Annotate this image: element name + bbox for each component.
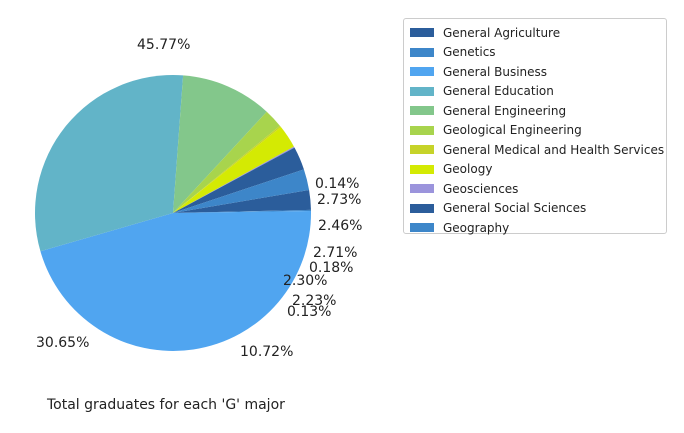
legend-label: Geological Engineering — [443, 123, 582, 138]
legend-item: General Social Sciences — [410, 199, 666, 219]
legend-label: Geosciences — [443, 181, 519, 196]
legend-swatch — [410, 106, 434, 116]
pie-slice-genetics — [173, 209, 311, 213]
pct-label: 2.30% — [283, 273, 327, 289]
legend-label: General Engineering — [443, 103, 567, 118]
legend-swatch — [410, 47, 434, 57]
legend-label: General Medical and Health Services — [443, 142, 665, 157]
pie-slice-geological-engineering — [173, 111, 280, 213]
legend-item: General Medical and Health Services — [410, 140, 666, 160]
pct-label: 45.77% — [137, 37, 190, 53]
legend-item: Geography — [410, 218, 666, 238]
pie-slice-general-engineering — [173, 75, 267, 213]
pct-label: 0.14% — [315, 176, 359, 192]
legend-swatch — [410, 28, 434, 38]
legend-swatch — [410, 125, 434, 135]
pie-slice-general-agriculture — [173, 190, 311, 213]
legend-swatch — [410, 145, 434, 155]
legend-label: General Social Sciences — [443, 201, 587, 216]
pct-label: 2.71% — [313, 245, 357, 261]
legend-item: Geology — [410, 160, 666, 180]
pie-slice-general-social-sciences — [173, 147, 304, 213]
legend-swatch — [410, 67, 434, 77]
pct-label: 2.73% — [317, 192, 361, 208]
legend-swatch — [410, 86, 434, 96]
legend-label: Genetics — [443, 45, 496, 60]
pie-slice-general-medical-and-health-services — [173, 125, 281, 213]
pie-slice-geosciences — [173, 146, 295, 213]
legend-label: General Education — [443, 84, 554, 99]
percentage-labels: 2.30%0.13%45.77%30.65%10.72%2.23%0.18%2.… — [36, 37, 362, 360]
legend-swatch — [410, 184, 434, 194]
legend-swatch — [410, 203, 434, 213]
pie-slice-general-education — [35, 74, 184, 252]
pie-slices — [35, 74, 311, 351]
legend: General Agriculture Genetics General Busin… — [403, 18, 667, 235]
chart-caption: Total graduates for each 'G' major — [46, 397, 285, 413]
legend-item: Geological Engineering — [410, 121, 666, 141]
pct-label: 2.46% — [318, 218, 362, 234]
pie-slice-geology — [173, 127, 294, 213]
pct-label: 10.72% — [240, 344, 293, 360]
pct-label: 2.23% — [292, 293, 336, 309]
legend-swatch — [410, 164, 434, 174]
pct-label: 0.18% — [309, 260, 353, 276]
pie-slice-general-business — [40, 210, 311, 351]
legend-item: General Agriculture — [410, 23, 666, 43]
legend-item: General Business — [410, 62, 666, 82]
legend-item: General Engineering — [410, 101, 666, 121]
legend-item: General Education — [410, 82, 666, 102]
pie-slice-geography — [173, 169, 310, 213]
legend-swatch — [410, 223, 434, 233]
legend-label: Geography — [443, 220, 510, 235]
legend-label: Geology — [443, 162, 493, 177]
pct-label: 30.65% — [36, 335, 89, 351]
legend-label: General Business — [443, 64, 548, 79]
legend-item: Geosciences — [410, 179, 666, 199]
legend-label: General Agriculture — [443, 25, 561, 40]
pct-label: 0.13% — [287, 304, 331, 320]
legend-item: Genetics — [410, 43, 666, 63]
